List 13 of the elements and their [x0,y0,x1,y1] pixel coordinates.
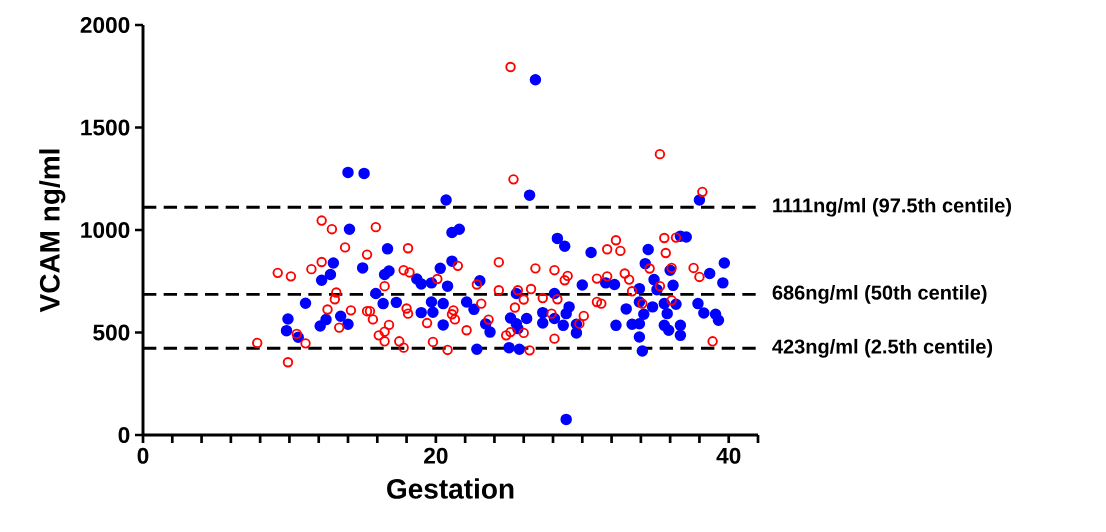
ref-line-label: 686ng/ml (50th centile) [772,285,987,304]
y-tick-label: 500 [93,324,130,341]
x-tick-label: 20 [424,447,448,464]
y-tick-label: 1000 [81,221,130,239]
y-tick-label: 0 [118,426,130,444]
y-tick-label: 2000 [80,16,130,34]
x-axis-title: Gestation [387,478,514,499]
ref-line-label: 1111ng/ml (97.5th centile) [773,197,1012,217]
ref-line-label: 423ng/ml (2.5th centile) [772,338,993,358]
y-tick-label: 1500 [81,119,130,136]
y-axis-title: VCAM ng/ml [39,149,66,313]
x-tick-label: 0 [137,447,149,464]
x-tick-label: 40 [716,447,741,464]
